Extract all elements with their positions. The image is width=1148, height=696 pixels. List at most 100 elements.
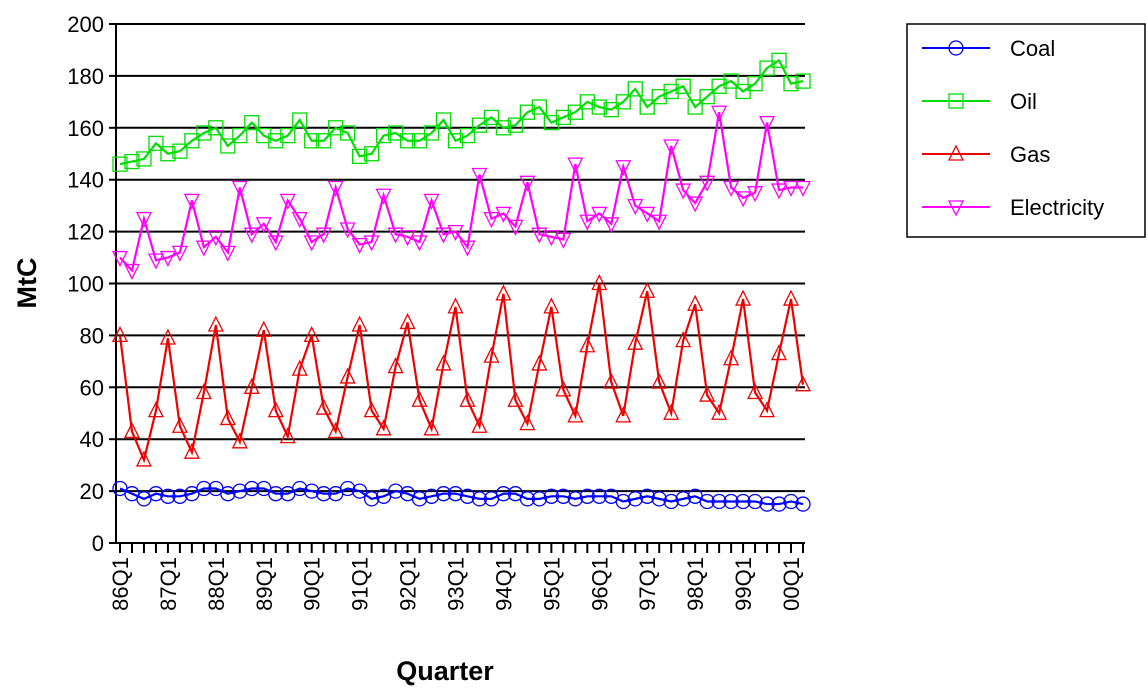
data-point [735,83,751,100]
data-point [196,480,212,497]
data-point [423,488,440,504]
data-point [483,109,500,126]
data-point [591,488,607,504]
data-point [543,230,560,247]
data-point [435,112,452,128]
data-point [220,486,236,502]
legend-label: Oil [1010,89,1037,114]
data-point [363,235,380,252]
data-point [519,414,536,431]
data-point [207,315,224,332]
data-point [135,450,153,467]
data-point [782,180,800,197]
data-point [591,206,608,223]
data-point [770,183,788,200]
data-point [663,493,679,510]
data-point [208,120,224,136]
data-point [447,224,464,242]
x-tick-label: 96Q1 [587,557,612,611]
data-point [304,133,320,149]
data-point [387,125,404,141]
data-point [711,493,727,510]
data-point [495,284,512,301]
data-point [639,281,656,298]
data-point [639,206,656,223]
data-point [747,186,764,203]
series-line [119,487,804,506]
data-point [519,491,536,507]
data-point [795,496,811,512]
data-point [759,60,775,76]
data-point [723,73,739,89]
data-point [171,245,188,262]
data-point [723,493,739,510]
data-point [794,180,812,197]
data-point [459,488,476,504]
data-point [687,294,704,311]
data-point [627,491,643,507]
data-point [627,198,644,216]
data-point [603,101,619,118]
series-line [118,283,805,464]
data-point [747,493,763,510]
y-tick-label: 100 [67,272,104,297]
data-point [123,263,141,280]
data-point [459,240,476,257]
data-point [220,138,236,154]
data-point [519,104,536,120]
data-point [184,133,200,149]
data-point [411,491,428,507]
data-point [172,488,188,504]
data-point [124,153,140,170]
data-point [567,491,583,507]
series-line [119,58,804,166]
data-point [399,133,416,149]
data-point [627,81,643,97]
data-point [507,390,524,407]
data-point [423,419,440,436]
y-tick-label: 0 [92,531,104,556]
data-point [375,419,392,436]
data-point [555,232,572,249]
legend-label: Coal [1010,36,1055,61]
x-axis-label: Quarter [396,656,494,686]
data-point [711,105,728,122]
data-point [160,488,176,504]
data-point [351,148,368,164]
legend-label: Gas [1010,142,1050,167]
data-point [723,349,740,366]
data-point [292,480,308,497]
x-tick-label: 89Q1 [252,557,277,611]
y-tick-label: 140 [67,168,104,193]
data-point [771,496,787,512]
data-point [268,133,284,149]
data-point [196,125,212,141]
data-point [172,143,188,159]
data-point [339,367,356,384]
data-point [699,175,716,192]
data-point [603,217,620,234]
data-point [148,486,164,502]
data-point [603,372,620,389]
data-point [579,214,596,231]
data-point [591,274,608,291]
data-point [627,333,644,350]
data-point [543,114,560,131]
data-point [795,73,811,89]
x-tick-label: 00Q1 [779,557,804,611]
data-point [316,133,332,149]
data-point [136,151,152,167]
data-point [231,432,248,449]
x-tick-label: 90Q1 [300,557,325,611]
data-point [243,227,260,244]
data-point [268,486,284,502]
data-point [147,253,164,270]
data-point [183,193,200,210]
x-tick-label: 92Q1 [396,557,421,611]
data-point [231,180,248,197]
data-point [495,486,512,502]
data-point [375,127,392,144]
data-point [351,315,368,332]
data-point [794,375,812,392]
data-point [279,193,296,210]
